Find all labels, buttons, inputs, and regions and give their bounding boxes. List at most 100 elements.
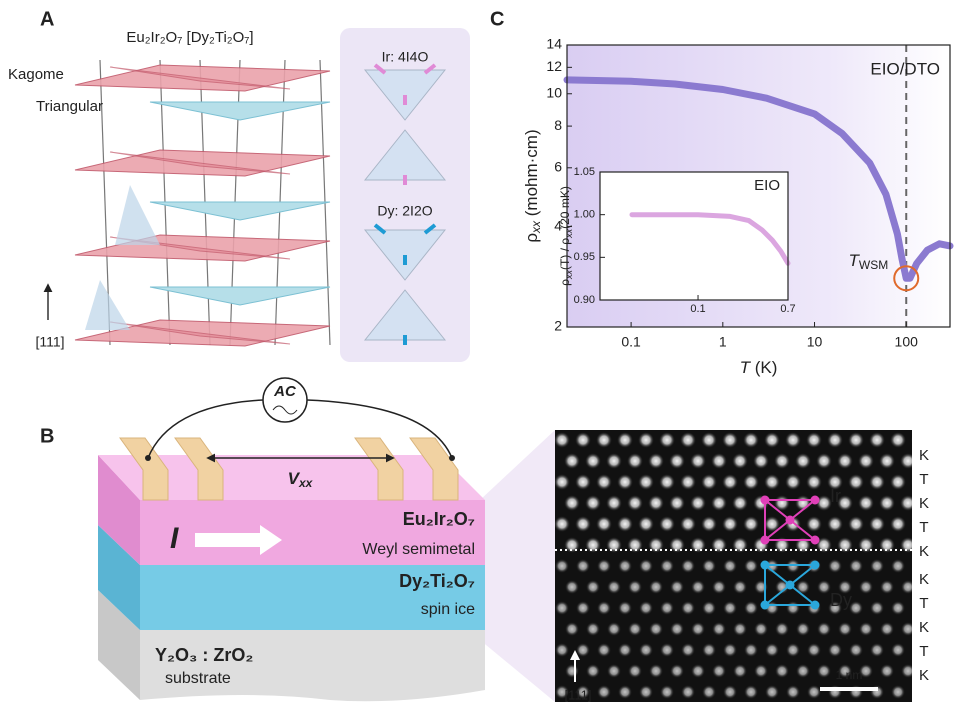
stacking-letter: K	[919, 495, 929, 512]
eio-desc: Weyl semimetal	[362, 541, 475, 558]
atom-dot	[555, 559, 569, 573]
atom-dot	[670, 622, 684, 636]
atom-dot	[680, 516, 696, 532]
atom-dot	[649, 580, 663, 594]
atom-dot	[816, 453, 832, 469]
atom-dot	[764, 474, 780, 490]
stacking-letter: K	[919, 667, 929, 684]
substrate-layer	[98, 630, 485, 701]
atom-dot	[712, 580, 726, 594]
atom-dot	[628, 622, 642, 636]
atom-dot	[869, 474, 885, 490]
atom-dot	[817, 580, 831, 594]
atom-dot	[859, 622, 873, 636]
triangular-label: Triangular	[36, 98, 103, 115]
atom-dot	[796, 622, 810, 636]
substrate-name: Y₂O₃ : ZrO₂	[155, 645, 253, 665]
stacking-letter: K	[919, 543, 929, 560]
atom-dot	[722, 516, 738, 532]
triangular-layer	[150, 102, 330, 120]
contact	[145, 455, 151, 461]
atom-dot	[795, 453, 811, 469]
atom-dot	[627, 495, 643, 511]
y-axis-label: ρxx(T) / ρxx(20 mK)	[558, 186, 574, 286]
y-tick-label: 8	[554, 117, 562, 133]
dy-label: Dy	[830, 590, 852, 610]
atom-dot	[669, 495, 685, 511]
panel-b: B AC Vxx I Eu₂Ir₂O₇ Weyl semimetal Dy₂Ti…	[40, 378, 937, 702]
atom-dot	[753, 453, 769, 469]
atom-dot	[732, 495, 748, 511]
atom-dot	[565, 622, 579, 636]
atom-dot	[711, 537, 727, 553]
atom-dot	[901, 664, 915, 678]
atom-dot	[849, 643, 863, 657]
y-tick-label: 1.05	[574, 166, 595, 178]
stacking-letter: K	[919, 619, 929, 636]
y-label-part: ρ	[522, 233, 541, 243]
atom-dot	[660, 559, 674, 573]
atom-dot	[744, 559, 758, 573]
atom-dot	[681, 643, 695, 657]
substrate-desc: substrate	[165, 670, 231, 687]
x-tick-label: 100	[895, 334, 919, 350]
y-tick-label: 12	[546, 58, 562, 74]
atom-dot	[765, 685, 779, 699]
atom-dot	[555, 601, 569, 615]
atom-dot	[618, 685, 632, 699]
atom-dot	[690, 537, 706, 553]
direction-label: [111]	[565, 687, 592, 702]
atom-dot	[638, 432, 654, 448]
atom-dot	[712, 664, 726, 678]
atom-dot	[628, 580, 642, 594]
atom-dot	[554, 474, 570, 490]
atom-dot	[870, 601, 884, 615]
atom-dot	[807, 643, 821, 657]
atom-dot	[744, 643, 758, 657]
atom-dot	[817, 664, 831, 678]
atom-dot	[564, 495, 580, 511]
atom-dot	[775, 664, 789, 678]
atom-dot	[681, 601, 695, 615]
atom-dot	[575, 516, 591, 532]
atom-dot	[806, 516, 822, 532]
y-axis-label: ρxx (mohm·cm)	[522, 129, 543, 242]
atom-dot	[639, 559, 653, 573]
atom-dot	[796, 664, 810, 678]
atom-dot	[870, 643, 884, 657]
atom-dot	[565, 580, 579, 594]
atom-dot	[711, 453, 727, 469]
atom-dot	[691, 622, 705, 636]
atom-dot	[775, 622, 789, 636]
atom-dot	[722, 474, 738, 490]
x-tick-label: 0.1	[690, 303, 705, 315]
y-tick-label: 0.95	[574, 251, 595, 263]
atom-dot	[806, 474, 822, 490]
atom-dot	[670, 664, 684, 678]
atom-dot	[627, 453, 643, 469]
atom-dot	[639, 685, 653, 699]
atom-dot	[890, 432, 906, 448]
x-tick-label: 0.1	[621, 334, 641, 350]
atom-dot	[774, 453, 790, 469]
atom-dot	[754, 664, 768, 678]
atom-dot	[680, 474, 696, 490]
x-label-unit: (K)	[750, 358, 777, 377]
atom-dot	[702, 559, 716, 573]
atom-dot	[879, 453, 895, 469]
atom-dot	[648, 495, 664, 511]
figure: A Eu₂Ir₂O₇ [Dy₂Ti₂O₇] Ir: 4I4O Dy: 2I2O …	[0, 0, 956, 709]
atom-dot	[618, 643, 632, 657]
atom-dot	[586, 622, 600, 636]
atom-dot	[732, 453, 748, 469]
panel-label: B	[40, 425, 54, 447]
atom-dot	[575, 474, 591, 490]
y-tick-label: 6	[554, 158, 562, 174]
atom-dot	[628, 664, 642, 678]
atom-dot	[565, 664, 579, 678]
y-tick-label: 14	[546, 36, 562, 52]
atom-dot	[597, 685, 611, 699]
atom-dot	[827, 516, 843, 532]
atom-dot	[900, 537, 916, 553]
atom-dot	[691, 580, 705, 594]
